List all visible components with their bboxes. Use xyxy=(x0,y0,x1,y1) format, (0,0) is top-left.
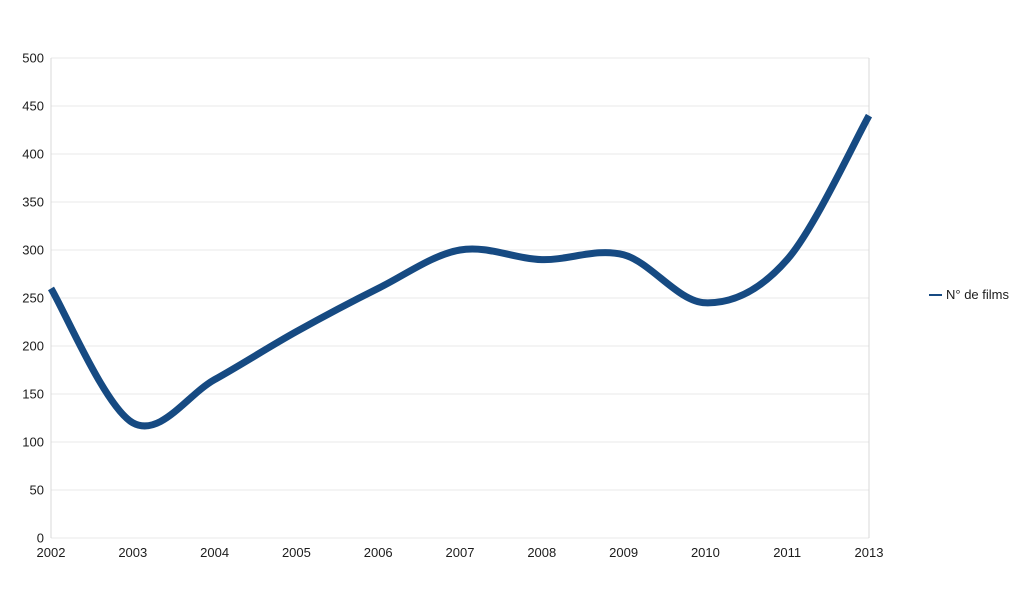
x-axis-tick-label: 2006 xyxy=(364,545,393,560)
x-axis-tick-label: 2013 xyxy=(855,545,884,560)
x-axis-tick-label: 2010 xyxy=(691,545,720,560)
series-line xyxy=(47,113,873,430)
y-axis-tick-label: 100 xyxy=(22,435,44,450)
y-axis-tick-label: 400 xyxy=(22,147,44,162)
y-axis-tick-label: 300 xyxy=(22,243,44,258)
x-axis-tick-label: 2002 xyxy=(37,545,66,560)
y-axis-tick-label: 200 xyxy=(22,339,44,354)
y-axis-tick-label: 50 xyxy=(30,483,44,498)
x-axis-tick-label: 2009 xyxy=(609,545,638,560)
x-axis-tick-label: 2007 xyxy=(446,545,475,560)
x-axis-tick-label: 2003 xyxy=(118,545,147,560)
y-axis-tick-label: 0 xyxy=(37,531,44,546)
x-axis-tick-label: 2008 xyxy=(527,545,556,560)
x-axis-tick-label: 2005 xyxy=(282,545,311,560)
legend-label: N° de films xyxy=(946,287,1009,302)
legend: N° de films xyxy=(929,287,1009,302)
y-axis-tick-label: 350 xyxy=(22,195,44,210)
y-axis-tick-label: 250 xyxy=(22,291,44,306)
legend-line-marker-icon xyxy=(929,293,942,296)
x-axis-tick-label: 2011 xyxy=(773,545,801,560)
x-axis-tick-label: 2004 xyxy=(200,545,229,560)
y-axis-tick-label: 450 xyxy=(22,99,44,114)
y-axis-tick-label: 500 xyxy=(22,51,44,66)
y-axis-tick-label: 150 xyxy=(22,387,44,402)
